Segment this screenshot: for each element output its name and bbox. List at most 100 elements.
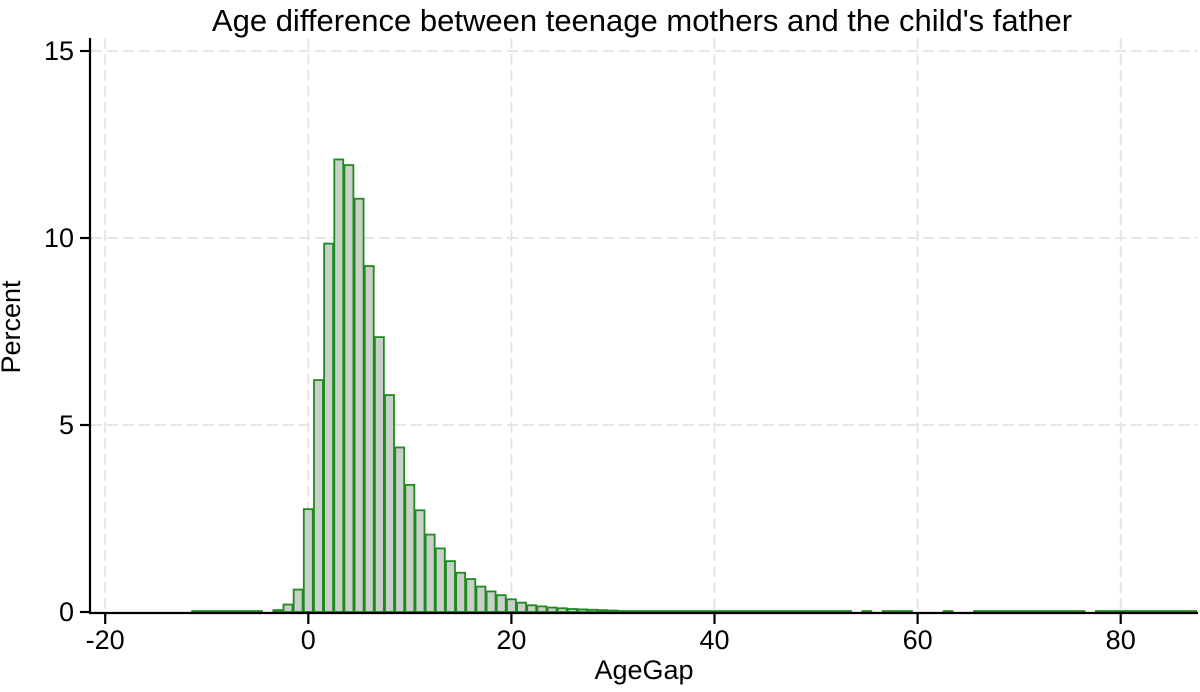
histogram-bar bbox=[302, 508, 314, 613]
histogram-bar bbox=[1135, 610, 1147, 613]
histogram-bar bbox=[201, 610, 213, 613]
histogram-bar bbox=[1176, 610, 1188, 613]
histogram-bar bbox=[1023, 610, 1035, 613]
y-tick-label: 10 bbox=[44, 223, 74, 253]
histogram-bar bbox=[627, 610, 639, 613]
x-tick-label: 0 bbox=[301, 625, 316, 655]
x-tick-label: 20 bbox=[496, 625, 526, 655]
x-tick-label: 60 bbox=[903, 625, 933, 655]
histogram-bar bbox=[211, 610, 223, 613]
histogram-bar bbox=[1166, 610, 1177, 613]
histogram-bar bbox=[1054, 610, 1066, 613]
histogram-bar bbox=[1095, 610, 1106, 613]
histogram-bar bbox=[830, 610, 842, 613]
histogram-bar bbox=[353, 197, 365, 613]
histogram-bar bbox=[566, 608, 578, 613]
histogram-bar bbox=[506, 598, 517, 613]
histogram-bar bbox=[800, 610, 812, 613]
histogram-bar bbox=[1044, 610, 1055, 613]
histogram-bar bbox=[282, 603, 294, 613]
histogram-bar bbox=[709, 610, 720, 613]
histogram-bar bbox=[597, 609, 609, 613]
chart-title: Age difference between teenage mothers a… bbox=[212, 3, 1072, 38]
histogram-bar bbox=[810, 610, 822, 613]
histogram-bar bbox=[942, 610, 954, 613]
histogram-bar bbox=[993, 610, 1005, 613]
bars bbox=[191, 158, 1198, 613]
histogram-bar bbox=[465, 578, 477, 613]
histogram-bar bbox=[678, 610, 690, 613]
histogram-bar bbox=[241, 610, 253, 613]
histogram-bar bbox=[191, 610, 202, 613]
histogram-bar bbox=[1105, 610, 1116, 613]
histogram-bar bbox=[556, 607, 568, 613]
histogram-bar bbox=[1125, 610, 1137, 613]
histogram-bar bbox=[698, 610, 710, 613]
histogram-bar bbox=[414, 509, 426, 613]
histogram-bar bbox=[983, 610, 995, 613]
x-tick-label: -20 bbox=[86, 625, 125, 655]
histogram-bar bbox=[292, 588, 304, 613]
y-tick-label: 0 bbox=[59, 597, 74, 627]
histogram-bar bbox=[333, 158, 345, 613]
histogram-bar bbox=[861, 610, 873, 613]
histogram-bar bbox=[770, 610, 781, 613]
histogram-bar bbox=[729, 610, 741, 613]
histogram-bar bbox=[404, 483, 416, 613]
axes bbox=[80, 38, 1198, 624]
histogram-bar bbox=[1186, 610, 1198, 613]
x-tick-label: 40 bbox=[699, 625, 729, 655]
histogram-bar bbox=[891, 610, 903, 613]
histogram-bar bbox=[658, 610, 670, 613]
histogram-bar bbox=[688, 610, 700, 613]
histogram-bar bbox=[607, 609, 619, 613]
histogram-bar bbox=[374, 336, 385, 613]
histogram-bar bbox=[384, 394, 395, 613]
histogram-bar bbox=[1074, 610, 1086, 613]
histogram-bar bbox=[973, 610, 984, 613]
histogram-bar bbox=[272, 609, 284, 613]
histogram-bar bbox=[1145, 610, 1157, 613]
histogram-bar bbox=[546, 606, 558, 613]
y-tick-label: 5 bbox=[59, 410, 74, 440]
histogram-bar bbox=[749, 610, 761, 613]
x-tick-label: 80 bbox=[1106, 625, 1136, 655]
histogram-bar bbox=[790, 610, 802, 613]
histogram-bar bbox=[739, 610, 751, 613]
histogram-bar bbox=[536, 605, 548, 613]
y-tick-label: 15 bbox=[44, 36, 74, 66]
histogram-bar bbox=[1034, 610, 1045, 613]
histogram-bar bbox=[495, 594, 507, 613]
histogram-bar bbox=[881, 610, 893, 613]
histogram-bar bbox=[516, 601, 527, 613]
histogram-bar bbox=[820, 610, 832, 613]
histogram-bar bbox=[841, 610, 852, 613]
histogram-bar bbox=[780, 610, 791, 613]
histogram-bar bbox=[343, 164, 355, 613]
histogram-bar bbox=[902, 610, 913, 613]
histogram-bar bbox=[638, 610, 649, 613]
histogram-bar bbox=[719, 610, 731, 613]
histogram-bar bbox=[485, 590, 497, 613]
histogram-bar bbox=[526, 604, 538, 613]
x-axis-label: AgeGap bbox=[594, 655, 693, 685]
histogram-bar bbox=[1155, 610, 1167, 613]
histogram-bar bbox=[1013, 610, 1025, 613]
histogram-bar bbox=[221, 610, 233, 613]
histogram-bar bbox=[252, 610, 263, 613]
histogram-bar bbox=[617, 610, 629, 613]
histogram-bar bbox=[1064, 610, 1076, 613]
histogram-bar bbox=[424, 533, 436, 613]
gridlines bbox=[91, 38, 1198, 611]
tick-labels: 0 5 10 15 -20 0 20 40 60 80 bbox=[44, 36, 1136, 655]
histogram-bar bbox=[648, 610, 659, 613]
histogram-bar bbox=[323, 242, 334, 613]
histogram-bar bbox=[577, 608, 588, 613]
histogram-bar bbox=[475, 585, 487, 613]
y-axis-label: Percent bbox=[0, 280, 26, 374]
histogram-bar bbox=[434, 547, 446, 613]
histogram-bar bbox=[231, 610, 243, 613]
histogram-bar bbox=[445, 560, 456, 613]
